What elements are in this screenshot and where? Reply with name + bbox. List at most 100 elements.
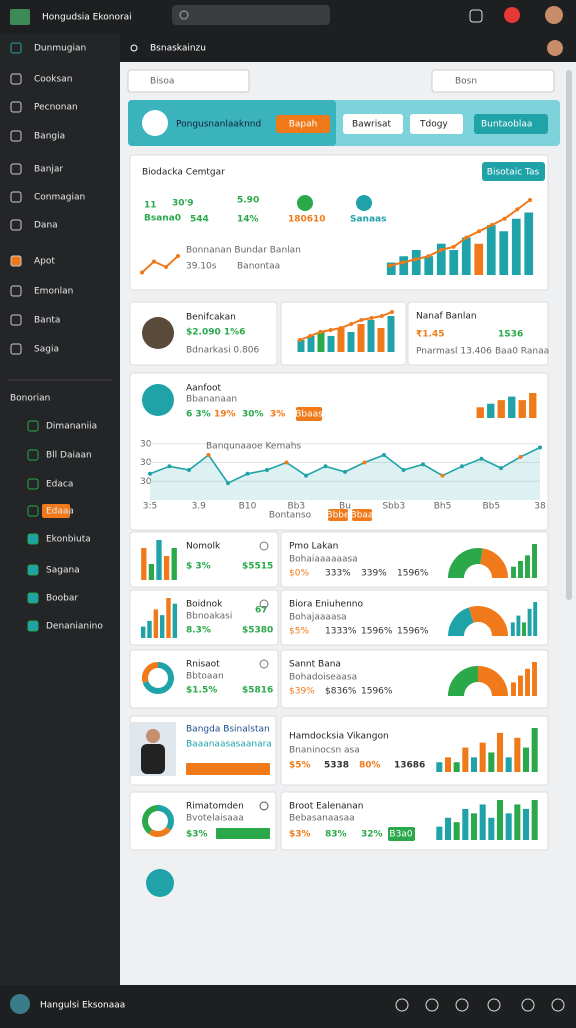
chart-title: Banqunaaoe Kemahs (206, 442, 301, 452)
menu-icon (27, 533, 39, 545)
info-icon[interactable] (259, 599, 269, 609)
menu-item[interactable]: Sagia (34, 345, 59, 355)
bar (516, 615, 521, 636)
menu-icon[interactable] (10, 42, 22, 54)
menu-icon[interactable] (10, 219, 22, 231)
button[interactable] (276, 115, 330, 133)
button[interactable] (474, 114, 548, 134)
bar (141, 548, 147, 580)
notification[interactable] (504, 7, 520, 23)
fab[interactable] (146, 869, 174, 897)
menu-item[interactable]: Sagana (46, 566, 80, 576)
select-label[interactable]: Tdogy (419, 120, 448, 130)
tag: Bbbe (326, 511, 350, 521)
stat: 333% (325, 569, 351, 579)
menu-icon[interactable] (10, 101, 22, 113)
line-point (226, 481, 230, 486)
filter[interactable] (127, 69, 250, 93)
bar (510, 622, 515, 636)
footer-icon[interactable] (395, 998, 409, 1012)
line-point (187, 468, 191, 472)
select-label[interactable]: Bawrisat (352, 120, 391, 130)
footer-icon[interactable] (551, 998, 565, 1012)
menu-item[interactable]: Bangia (34, 132, 65, 142)
menu-item[interactable]: Conmagian (34, 193, 85, 203)
menu-icon[interactable] (10, 130, 22, 142)
x-tick-label: Sbb3 (382, 502, 405, 512)
line-point (518, 454, 523, 459)
line-point (499, 466, 503, 471)
footnote: 39.10s (186, 262, 217, 272)
stat: 5.90 (237, 196, 259, 206)
info-icon[interactable] (259, 541, 269, 551)
bar (337, 328, 345, 352)
bar (461, 237, 471, 275)
kpi-value: 1S36 (498, 330, 523, 340)
menu-item[interactable]: Apot (34, 257, 55, 267)
menu-icon[interactable] (10, 255, 22, 267)
menu-icon[interactable] (10, 285, 22, 297)
bar (317, 332, 325, 352)
icon[interactable] (469, 9, 483, 23)
stat: 1333% (325, 627, 357, 637)
tag (328, 509, 348, 521)
menu-item[interactable]: Dimananiia (46, 422, 97, 432)
bar (532, 662, 537, 696)
bar (444, 757, 452, 772)
menu-item[interactable]: Emonlan (34, 287, 73, 297)
button-label[interactable]: Bisotaic Tas (487, 168, 540, 178)
search-box[interactable] (172, 5, 330, 25)
menu-item[interactable]: Cooksan (34, 75, 72, 85)
menu-icon[interactable] (10, 343, 22, 355)
button-label[interactable]: Bapah (289, 120, 318, 130)
bar (486, 225, 496, 275)
footer-icon[interactable] (487, 998, 501, 1012)
footer-icon[interactable] (425, 998, 439, 1012)
menu-item[interactable]: Edaca (46, 480, 73, 490)
menu-item[interactable]: Dunmugian (34, 44, 86, 54)
section-title[interactable]: Bonorian (10, 394, 50, 404)
bar (436, 243, 446, 275)
card-title: Sannt Bana (289, 660, 341, 670)
menu-icon[interactable] (10, 73, 22, 85)
stat: 30'9 (172, 199, 194, 209)
menu-item[interactable]: Edaaa (46, 507, 74, 517)
menu-item[interactable]: Ekonbiuta (46, 535, 91, 545)
app-title: Hongudsia Ekonorai (42, 13, 132, 23)
button[interactable] (482, 162, 545, 181)
menu-icon[interactable] (10, 191, 22, 203)
icon[interactable] (130, 44, 138, 52)
menu-item[interactable]: Denanianino (46, 622, 103, 632)
menu-icon[interactable] (10, 314, 22, 326)
menu-item[interactable]: Bll Daiaan (46, 451, 92, 461)
footer-icon[interactable] (455, 998, 469, 1012)
avatar[interactable] (545, 6, 563, 24)
bar (470, 813, 478, 840)
x-tick-label: Bu (339, 502, 351, 512)
filter[interactable] (431, 69, 555, 93)
select[interactable] (410, 114, 463, 134)
kpi-value: ₹1.45 (416, 330, 444, 340)
button[interactable] (388, 827, 415, 841)
line-point (477, 229, 482, 234)
search-icon[interactable] (259, 801, 269, 811)
info-icon[interactable] (259, 659, 269, 669)
menu-item[interactable]: Banta (34, 316, 60, 326)
select[interactable] (343, 114, 403, 134)
line-point (349, 322, 354, 326)
bar (508, 396, 516, 418)
button-label[interactable]: Buntaoblaa (481, 120, 532, 130)
bar (518, 400, 526, 418)
footer-icon[interactable] (521, 998, 535, 1012)
bar (297, 340, 305, 352)
bar (518, 561, 523, 578)
menu-item[interactable]: Boobar (46, 594, 78, 604)
menu-item[interactable]: Banjar (34, 165, 63, 175)
button-label[interactable]: B3a0 (389, 830, 412, 840)
avatar[interactable] (547, 40, 563, 56)
menu-item[interactable]: Dana (34, 221, 58, 231)
card (129, 372, 549, 531)
bar (171, 548, 177, 580)
menu-icon[interactable] (10, 163, 22, 175)
menu-item[interactable]: Pecnonan (34, 103, 78, 113)
